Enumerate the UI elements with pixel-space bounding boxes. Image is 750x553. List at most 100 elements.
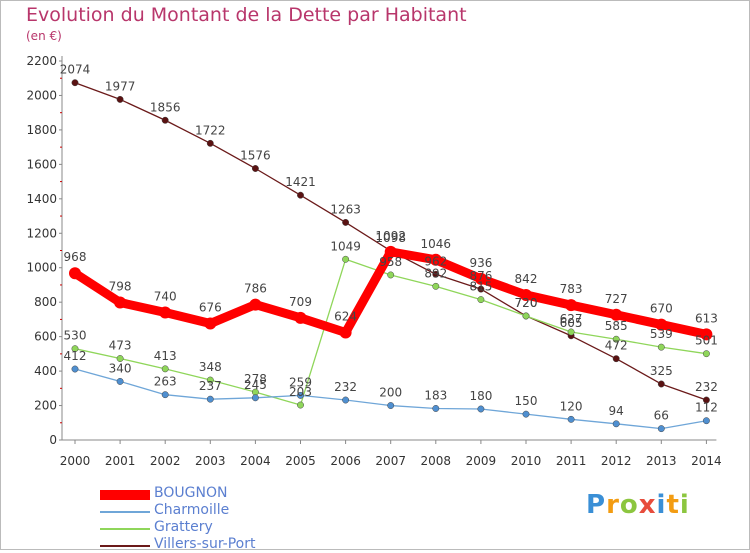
data-label-bougnon: 968 xyxy=(64,250,87,264)
data-label-grattery: 413 xyxy=(154,349,177,363)
data-label-grattery: 958 xyxy=(379,255,402,269)
legend-label: Charmoille xyxy=(154,502,230,518)
data-point-charmoille xyxy=(71,365,79,373)
data-point-grattery xyxy=(612,335,620,343)
x-tick-label: 2013 xyxy=(646,454,677,468)
data-label-bougnon: 727 xyxy=(605,292,628,306)
data-label-bougnon: 670 xyxy=(650,302,673,316)
chart-data-labels: 2074 1977 1856 1722 1576 1421 1263 1098 962 876 72… xyxy=(60,63,718,423)
data-label-grattery: 348 xyxy=(199,360,222,374)
data-label-grattery: 892 xyxy=(424,266,447,280)
data-point-villers-sur-port xyxy=(206,139,214,147)
data-point-charmoille xyxy=(387,402,395,409)
data-label-villers-sur-port: 472 xyxy=(605,339,628,353)
data-point-villers-sur-port xyxy=(612,355,620,363)
data-label-bougnon: 798 xyxy=(109,280,132,294)
data-label-charmoille: 412 xyxy=(64,349,87,363)
data-label-bougnon: 1046 xyxy=(421,237,452,251)
data-label-villers-sur-port: 876 xyxy=(469,269,492,283)
data-point-bougnon xyxy=(700,328,713,341)
legend-label: Grattery xyxy=(154,519,213,535)
chart-axes: 0 200 400 600 800 1000 1200 1400 1600 1800 2000 220… xyxy=(26,54,721,468)
data-label-charmoille: 112 xyxy=(695,401,718,415)
x-tick-label: 2010 xyxy=(511,454,542,468)
legend-swatch xyxy=(100,528,150,530)
x-tick-label: 2012 xyxy=(601,454,632,468)
data-point-charmoille xyxy=(342,396,350,404)
data-label-villers-sur-port: 1856 xyxy=(150,100,181,114)
legend-label: Villers-sur-Port xyxy=(154,536,256,552)
data-label-villers-sur-port: 1722 xyxy=(195,123,226,137)
data-label-bougnon: 786 xyxy=(244,282,267,296)
data-label-grattery: 530 xyxy=(64,329,87,343)
data-point-villers-sur-port xyxy=(71,79,79,87)
y-tick-label: 800 xyxy=(34,295,57,309)
data-point-grattery xyxy=(297,401,304,409)
data-point-charmoille xyxy=(297,391,304,399)
data-label-villers-sur-port: 1263 xyxy=(330,202,361,216)
data-label-bougnon: 936 xyxy=(469,256,492,270)
data-point-villers-sur-port xyxy=(297,191,304,199)
y-tick-label: 2200 xyxy=(26,54,57,68)
data-point-bougnon xyxy=(474,272,487,285)
data-point-charmoille xyxy=(251,394,259,402)
data-point-charmoille xyxy=(116,377,124,385)
data-point-bougnon xyxy=(384,245,397,258)
data-label-bougnon: 740 xyxy=(154,290,177,304)
data-point-charmoille xyxy=(522,410,530,418)
data-point-bougnon xyxy=(159,306,172,319)
data-point-grattery xyxy=(342,255,350,263)
data-point-charmoille xyxy=(206,395,214,403)
data-label-grattery: 585 xyxy=(605,319,628,333)
y-tick-label: 0 xyxy=(49,433,57,447)
data-label-bougnon: 709 xyxy=(289,295,312,309)
x-tick-label: 2003 xyxy=(195,454,226,468)
x-tick-label: 2007 xyxy=(375,454,406,468)
data-label-bougnon: 624 xyxy=(334,310,357,324)
data-point-grattery xyxy=(71,345,79,353)
data-label-charmoille: 340 xyxy=(109,361,132,375)
x-tick-label: 2014 xyxy=(691,454,722,468)
data-point-grattery xyxy=(432,282,440,290)
data-label-charmoille: 245 xyxy=(244,378,267,392)
data-label-charmoille: 237 xyxy=(199,379,222,393)
y-tick-label: 400 xyxy=(34,364,57,378)
data-point-bougnon xyxy=(429,253,442,266)
data-point-charmoille xyxy=(567,415,575,423)
data-label-grattery: 627 xyxy=(560,312,583,326)
data-point-bougnon xyxy=(565,299,578,312)
data-label-villers-sur-port: 325 xyxy=(650,364,673,378)
data-point-charmoille xyxy=(477,405,485,413)
data-point-grattery xyxy=(116,355,124,362)
data-label-villers-sur-port: 2074 xyxy=(60,63,91,77)
data-label-grattery: 1049 xyxy=(330,239,361,253)
data-point-grattery xyxy=(206,376,214,384)
data-point-villers-sur-port xyxy=(251,165,259,172)
y-tick-label: 1200 xyxy=(26,226,57,240)
y-tick-label: 1000 xyxy=(26,261,57,275)
data-label-villers-sur-port: 1977 xyxy=(105,79,136,93)
data-label-bougnon: 842 xyxy=(515,272,538,286)
data-label-villers-sur-port: 232 xyxy=(695,380,718,394)
x-tick-label: 2008 xyxy=(421,454,452,468)
data-label-bougnon: 783 xyxy=(560,282,583,296)
chart-series xyxy=(69,79,713,433)
data-point-villers-sur-port xyxy=(432,270,440,278)
data-label-charmoille: 150 xyxy=(515,394,538,408)
data-point-charmoille xyxy=(432,405,440,412)
legend-swatch xyxy=(100,511,150,513)
data-point-grattery xyxy=(161,365,169,373)
data-label-villers-sur-port: 605 xyxy=(560,316,583,330)
data-label-villers-sur-port: 1421 xyxy=(285,175,316,189)
data-point-bougnon xyxy=(339,326,352,339)
data-label-charmoille: 120 xyxy=(560,399,583,413)
data-label-bougnon: 676 xyxy=(199,301,222,315)
data-point-grattery xyxy=(477,296,485,304)
x-tick-label: 2004 xyxy=(240,454,271,468)
x-tick-label: 2001 xyxy=(105,454,136,468)
x-tick-label: 2002 xyxy=(150,454,181,468)
data-label-grattery: 720 xyxy=(515,296,538,310)
data-label-charmoille: 263 xyxy=(154,375,177,389)
data-label-charmoille: 66 xyxy=(654,409,669,423)
